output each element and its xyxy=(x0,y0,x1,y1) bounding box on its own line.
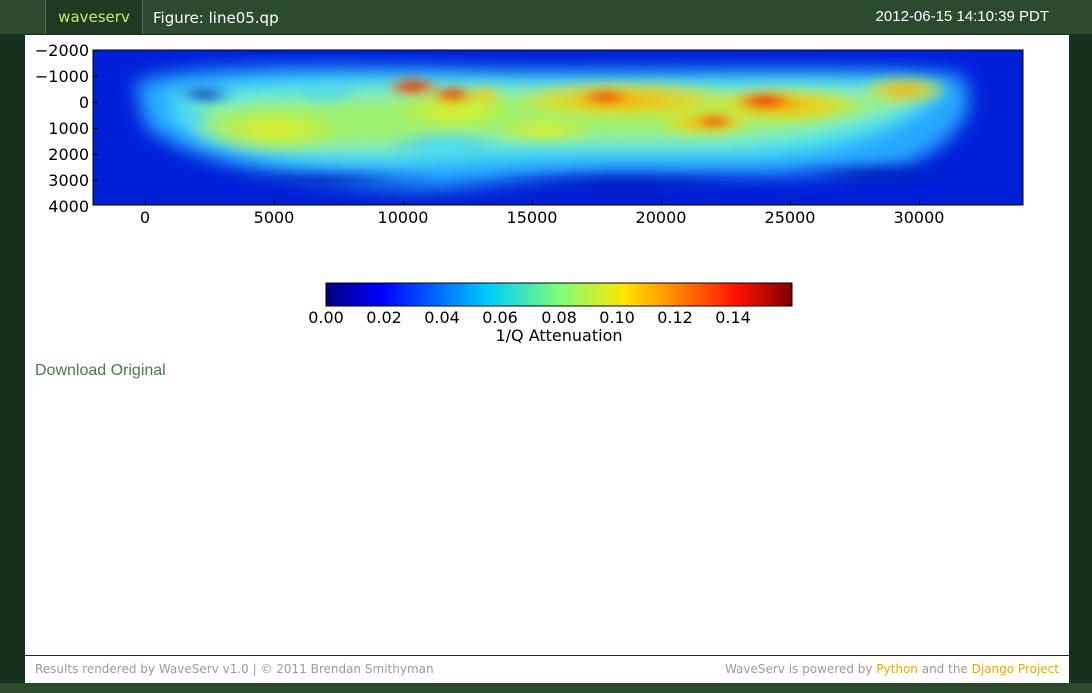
x-tick-label: 20000 xyxy=(636,208,687,227)
colorbar-tick-label: 0.04 xyxy=(424,308,460,327)
footer-powered-by: WaveServ is powered by Python and the Dj… xyxy=(725,662,1059,676)
footer-credits: Results rendered by WaveServ v1.0 | © 20… xyxy=(35,662,434,676)
footer: Results rendered by WaveServ v1.0 | © 20… xyxy=(25,656,1069,683)
colorbar-tick-label: 0.12 xyxy=(657,308,693,327)
timestamp: 2012-06-15 14:10:39 PDT xyxy=(875,8,1049,25)
colorbar: 0.00 0.02 0.04 0.06 0.08 0.10 0.12 0.14 … xyxy=(308,282,793,345)
colorbar-tick-label: 0.10 xyxy=(599,308,635,327)
heatmap-plot xyxy=(93,50,1023,205)
x-tick-label: 15000 xyxy=(507,208,558,227)
colorbar-label: 1/Q Attenuation xyxy=(495,326,622,345)
y-tick-label: 1000 xyxy=(48,119,89,138)
brand-tab[interactable]: waveserv xyxy=(45,0,143,34)
main-content: −2000 −1000 0 1000 2000 3000 4000 0 5000… xyxy=(25,35,1069,655)
x-tick-label: 30000 xyxy=(894,208,945,227)
y-tick-label: −2000 xyxy=(35,41,89,60)
x-tick-label: 10000 xyxy=(378,208,429,227)
download-original-link[interactable]: Download Original xyxy=(35,362,166,379)
y-axis: −2000 −1000 0 1000 2000 3000 4000 xyxy=(35,41,98,216)
x-tick-label: 0 xyxy=(140,208,150,227)
colorbar-tick-label: 0.00 xyxy=(308,308,344,327)
x-tick-label: 5000 xyxy=(254,208,295,227)
colorbar-tick-label: 0.08 xyxy=(541,308,577,327)
y-tick-label: 3000 xyxy=(48,171,89,190)
bottom-bar xyxy=(0,683,1092,693)
y-tick-label: 4000 xyxy=(48,197,89,216)
y-tick-label: 0 xyxy=(79,93,89,112)
django-link[interactable]: Django Project xyxy=(971,662,1059,676)
y-tick-label: 2000 xyxy=(48,145,89,164)
colorbar-tick-label: 0.06 xyxy=(482,308,518,327)
x-tick-label: 25000 xyxy=(765,208,816,227)
x-axis: 0 5000 10000 15000 20000 25000 30000 xyxy=(140,200,945,227)
top-bar: waveserv Figure: line05.qp 2012-06-15 14… xyxy=(0,0,1092,35)
y-tick-label: −1000 xyxy=(35,67,89,86)
page-title: Figure: line05.qp xyxy=(153,9,279,27)
python-link[interactable]: Python xyxy=(876,662,918,676)
footer-prefix: WaveServ is powered by xyxy=(724,662,877,676)
figure: −2000 −1000 0 1000 2000 3000 4000 0 5000… xyxy=(35,41,1024,345)
colorbar-tick-label: 0.02 xyxy=(366,308,402,327)
colorbar-tick-label: 0.14 xyxy=(715,308,751,327)
footer-middle: and the xyxy=(917,662,972,676)
